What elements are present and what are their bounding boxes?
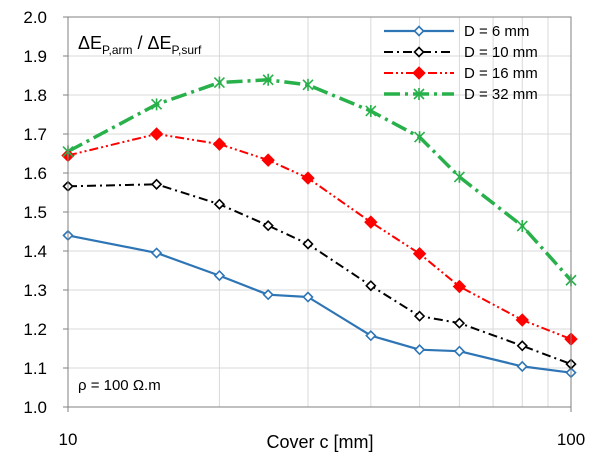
data-point-series-4 [262,73,274,86]
x-tick-label: 10 [59,430,78,449]
x-tick-labels: 10 100 [59,407,585,449]
legend-label-4: D = 32 mm [464,86,538,103]
legend-label-3: D = 16 mm [464,65,538,82]
legend: D = 6 mm D = 10 mm D = 16 mm D = 32 mm [384,23,538,103]
data-point-series-2 [453,317,466,329]
data-point-series-3 [212,137,227,151]
data-point-series-1 [302,291,314,303]
data-point-series-4 [414,131,426,144]
data-point-series-2 [213,198,226,210]
data-point-series-4 [151,98,163,111]
data-point-series-3 [364,215,378,229]
y-tick-label: 1.5 [23,203,47,222]
y-tick-label: 2.0 [23,8,47,27]
y-tick-label: 1.9 [23,47,47,66]
data-point-series-3 [452,279,467,294]
series-line-2 [67,183,572,366]
data-point-series-1 [213,269,226,282]
legend-marker-4 [413,88,425,100]
data-point-series-1 [453,345,466,357]
legend-marker-2 [413,46,425,58]
y-axis-label-separator: / ΔE [133,33,172,53]
series-line-3 [67,133,572,341]
y-tick-label: 1.6 [23,164,47,183]
data-point-series-2 [150,178,163,190]
y-tick-label: 1.4 [23,242,47,261]
data-point-series-3 [261,153,275,167]
data-point-series-2 [365,280,377,292]
series-line-4 [67,78,573,282]
data-point-series-1 [150,247,163,259]
data-point-series-3 [149,127,164,141]
data-point-series-2 [516,340,528,352]
resistivity-annotation: ρ = 100 Ω.m [78,377,161,394]
data-point-series-4 [516,220,528,233]
x-tick-label: 100 [557,430,585,449]
data-point-series-2 [302,238,314,250]
legend-label-1: D = 6 mm [464,23,529,40]
y-tick-label: 1.8 [23,86,47,105]
data-point-series-4 [213,76,225,89]
data-point-series-4 [365,104,377,117]
series-line-1 [67,234,572,374]
y-tick-label: 1.3 [23,281,47,300]
data-point-series-1 [413,344,426,356]
y-tick-labels: 1.0 1.1 1.2 1.3 1.4 1.5 1.6 1.7 1.8 1.9 2.0 [23,8,68,417]
data-point-series-3 [515,313,529,327]
y-tick-label: 1.2 [23,320,47,339]
data-point-series-4 [453,170,465,183]
data-point-series-1 [516,360,528,373]
y-axis-label: ΔEP,arm / ΔEP,surf [78,33,202,57]
data-point-series-3 [301,171,315,185]
y-axis-label-sub2: P,surf [172,43,202,57]
y-tick-label: 1.1 [23,359,47,378]
y-tick-label: 1.7 [23,125,47,144]
y-axis-label-main: ΔE [78,33,102,53]
data-point-series-1 [262,289,274,301]
x-axis-title: Cover c [mm] [266,432,373,452]
legend-marker-3 [412,66,426,80]
plot-frame [67,16,572,408]
y-axis-label-sub1: P,arm [102,43,132,57]
data-point-series-4 [302,78,314,91]
y-tick-label: 1.0 [23,398,47,417]
legend-label-2: D = 10 mm [464,44,538,61]
legend-marker-1 [413,25,425,37]
data-point-series-2 [262,220,274,232]
series-lines [67,78,573,374]
data-point-series-2 [413,310,426,322]
data-point-series-1 [365,329,377,342]
data-point-series-3 [412,247,427,261]
